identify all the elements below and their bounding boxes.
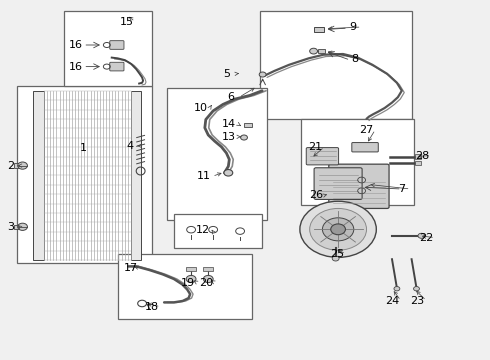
Circle shape: [203, 275, 213, 283]
Text: 5: 5: [223, 69, 230, 79]
Text: 27: 27: [359, 125, 374, 135]
Text: 20: 20: [199, 278, 213, 288]
Text: 22: 22: [419, 233, 434, 243]
Text: 15: 15: [120, 17, 133, 27]
Circle shape: [322, 218, 354, 241]
Bar: [314, 27, 324, 32]
Text: 1: 1: [80, 143, 87, 153]
Text: 14: 14: [222, 119, 236, 129]
Text: 9: 9: [349, 22, 356, 32]
Bar: [318, 49, 325, 53]
Bar: [167, 88, 267, 220]
Bar: [301, 119, 414, 205]
FancyBboxPatch shape: [110, 41, 124, 49]
Bar: [118, 254, 252, 319]
Circle shape: [224, 170, 233, 176]
FancyBboxPatch shape: [314, 168, 362, 199]
Text: 23: 23: [411, 296, 424, 306]
Bar: [17, 86, 152, 263]
Circle shape: [394, 287, 400, 291]
Circle shape: [418, 233, 425, 238]
Text: 11: 11: [196, 171, 210, 181]
Text: 25: 25: [330, 249, 344, 259]
Text: 28: 28: [415, 150, 430, 161]
Circle shape: [241, 135, 247, 140]
Text: 24: 24: [385, 296, 399, 306]
FancyBboxPatch shape: [306, 148, 339, 165]
Text: 16: 16: [69, 40, 83, 50]
Bar: [174, 214, 262, 248]
Text: 2: 2: [7, 161, 14, 171]
Circle shape: [18, 162, 27, 169]
Circle shape: [186, 275, 196, 283]
Circle shape: [332, 256, 339, 261]
Text: 16: 16: [69, 62, 83, 72]
Text: 4: 4: [126, 141, 133, 151]
Bar: [131, 91, 141, 260]
Circle shape: [310, 48, 318, 54]
Bar: [33, 91, 44, 260]
Text: 8: 8: [352, 54, 359, 64]
Bar: [415, 154, 421, 159]
Text: 6: 6: [227, 92, 234, 102]
Text: 21: 21: [309, 142, 322, 152]
FancyBboxPatch shape: [329, 164, 389, 208]
Text: 13: 13: [222, 132, 236, 142]
Text: 26: 26: [309, 190, 323, 200]
Bar: [14, 163, 19, 168]
Bar: [14, 225, 19, 229]
Text: 10: 10: [194, 103, 208, 113]
Text: 18: 18: [145, 302, 159, 312]
Circle shape: [300, 201, 376, 257]
Text: 17: 17: [124, 263, 138, 273]
Circle shape: [18, 223, 27, 230]
Circle shape: [259, 72, 266, 77]
Bar: [186, 267, 196, 271]
Text: 19: 19: [181, 278, 195, 288]
FancyBboxPatch shape: [352, 143, 378, 152]
Text: 7: 7: [398, 184, 405, 194]
Bar: [203, 267, 213, 271]
Bar: [260, 11, 412, 119]
FancyBboxPatch shape: [110, 62, 124, 71]
Circle shape: [331, 224, 345, 235]
Circle shape: [310, 208, 367, 250]
Bar: [415, 161, 421, 165]
Circle shape: [414, 287, 419, 291]
Text: 12: 12: [196, 225, 210, 235]
Text: 3: 3: [7, 222, 14, 232]
Bar: [64, 11, 152, 86]
Bar: [244, 123, 252, 127]
